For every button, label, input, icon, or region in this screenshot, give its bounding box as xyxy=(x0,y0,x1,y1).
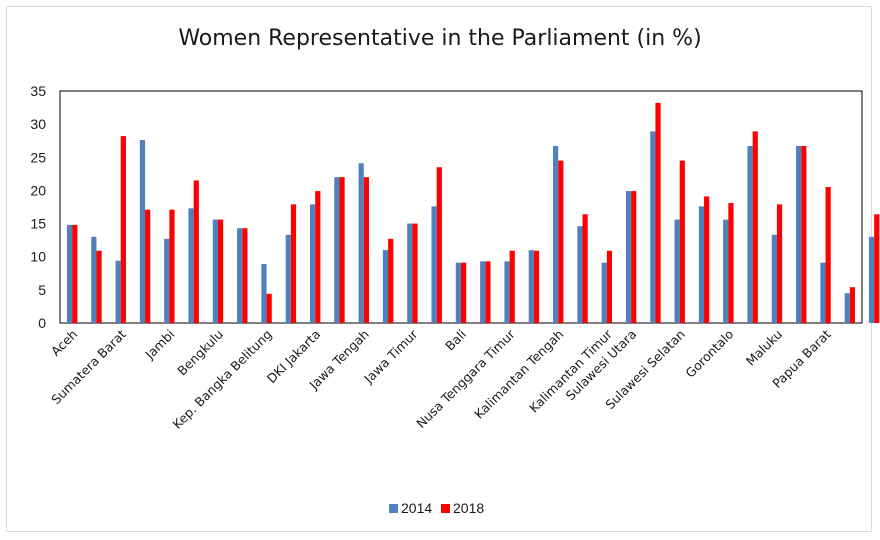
bar-2018 xyxy=(315,191,321,323)
bar-2018 xyxy=(145,209,151,323)
bar-2018 xyxy=(582,214,588,323)
x-tick-label: Bengkulu xyxy=(174,327,226,379)
bar-2014 xyxy=(309,204,316,323)
bar-2018 xyxy=(193,180,199,323)
bar-2014 xyxy=(115,260,121,323)
bar-2014 xyxy=(747,146,753,323)
bar-2014 xyxy=(674,219,680,323)
bar-2014 xyxy=(796,146,802,323)
bar-2018 xyxy=(266,293,272,323)
y-tick-label: 20 xyxy=(30,182,46,198)
bar-2014 xyxy=(820,262,826,323)
bar-2014 xyxy=(261,264,267,323)
bar-2018 xyxy=(436,167,442,323)
bar-2018 xyxy=(96,250,102,323)
bar-2014 xyxy=(723,219,729,323)
legend-swatch xyxy=(389,504,398,513)
bar-2014 xyxy=(771,234,777,323)
legend-swatch xyxy=(441,504,450,513)
bar-2014 xyxy=(650,131,656,323)
bar-2018 xyxy=(631,191,637,323)
bar-2018 xyxy=(801,146,807,323)
bar-2018 xyxy=(704,196,710,323)
bar-2014 xyxy=(382,250,389,323)
legend-label: 2018 xyxy=(453,500,484,516)
bar-2014 xyxy=(601,262,607,323)
bar-2014 xyxy=(504,261,510,323)
bar-2018 xyxy=(242,228,248,323)
bar-2014 xyxy=(625,191,632,323)
x-tick-label: Aceh xyxy=(48,327,80,359)
x-tick-label: Jambi xyxy=(141,327,177,363)
bar-2014 xyxy=(164,238,170,323)
series-2018 xyxy=(72,102,880,324)
x-tick-label: Gorontalo xyxy=(682,327,736,381)
y-tick-label: 0 xyxy=(38,315,46,331)
bar-2018 xyxy=(825,187,831,323)
bar-2018 xyxy=(558,160,564,323)
legend: 2014 2018 xyxy=(389,500,484,516)
bar-2018 xyxy=(509,250,515,323)
bar-2014 xyxy=(66,224,73,323)
bar-2018 xyxy=(679,160,685,323)
bar-2018 xyxy=(120,136,126,323)
bar-2014 xyxy=(91,236,97,323)
bar-2018 xyxy=(849,287,856,323)
bar-2018 xyxy=(752,131,758,323)
bar-2014 xyxy=(431,206,437,323)
bar-2018 xyxy=(169,209,175,323)
series-2014 xyxy=(66,131,875,323)
bar-2018 xyxy=(217,219,224,323)
bar-2018 xyxy=(655,102,661,324)
bars xyxy=(66,102,880,324)
y-tick-label: 10 xyxy=(30,249,46,265)
bar-2014 xyxy=(139,140,146,323)
bar-2018 xyxy=(412,223,418,323)
bar-2018 xyxy=(72,224,78,323)
bar-2018 xyxy=(606,250,613,323)
bar-2014 xyxy=(334,177,340,323)
bar-2018 xyxy=(533,250,540,323)
bar-2014 xyxy=(480,261,486,323)
x-tick-label: Kep. Bangka Belitung xyxy=(169,327,274,432)
bar-2014 xyxy=(455,262,461,323)
y-tick-label: 35 xyxy=(30,83,46,99)
bar-2014 xyxy=(237,228,243,323)
bar-2014 xyxy=(553,146,559,323)
bar-2014 xyxy=(358,163,364,323)
bar-2018 xyxy=(290,204,297,323)
bar-2018 xyxy=(461,262,467,323)
x-tick-label: Kalimantan Tengah xyxy=(471,327,566,422)
chart-title: Women Representative in the Parliament (… xyxy=(178,26,702,51)
bar-2018 xyxy=(388,238,394,323)
x-tick-label: Bali xyxy=(442,327,469,354)
bar-2014 xyxy=(844,293,850,323)
bar-2018 xyxy=(728,203,734,323)
legend-item-2014: 2014 xyxy=(389,500,432,516)
bar-2014 xyxy=(528,250,534,323)
bar-2018 xyxy=(485,261,491,323)
legend-label: 2014 xyxy=(401,500,432,516)
bar-2014 xyxy=(698,206,705,323)
y-tick-label: 25 xyxy=(30,149,46,165)
bar-2014 xyxy=(188,208,194,323)
bar-2018 xyxy=(363,177,369,323)
bar-2014 xyxy=(868,236,875,323)
bar-2018 xyxy=(874,214,880,323)
bar-2014 xyxy=(407,223,413,323)
x-tick-label: Maluku xyxy=(743,327,785,369)
legend-item-2018: 2018 xyxy=(441,500,484,516)
y-axis: 0 5 10 15 20 25 30 35 xyxy=(30,83,46,331)
bar-2018 xyxy=(776,204,783,323)
bar-2014 xyxy=(577,226,583,323)
bar-2014 xyxy=(212,219,218,323)
y-tick-label: 5 xyxy=(38,282,46,298)
bar-2014 xyxy=(285,234,291,323)
y-tick-label: 30 xyxy=(30,116,46,132)
bar-2018 xyxy=(339,177,345,323)
y-tick-label: 15 xyxy=(30,216,46,232)
